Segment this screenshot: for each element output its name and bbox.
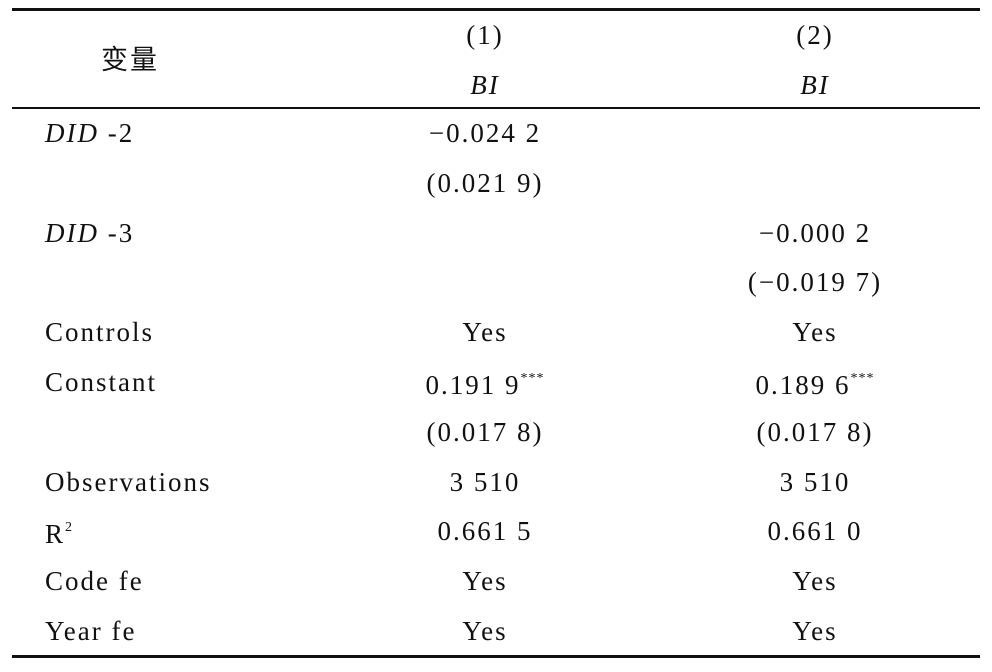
row-label: Code fe xyxy=(45,566,144,596)
cell-text: 0.661 0 xyxy=(767,516,863,547)
table-cell: Yes xyxy=(792,616,837,646)
column-number: (1) xyxy=(466,20,504,50)
cell-text: 3 510 xyxy=(779,466,851,497)
row-label: Year fe xyxy=(45,616,136,646)
table-cell: Yes xyxy=(792,566,837,596)
cell-text: Yes xyxy=(462,616,508,646)
cell-text: Observations xyxy=(45,466,212,497)
table-cell: (−0.019 7) xyxy=(748,267,882,297)
cell-text: (−0.019 7) xyxy=(747,267,883,298)
cell-text: -3 xyxy=(99,217,135,248)
bottom-rule xyxy=(12,655,980,658)
top-rule xyxy=(12,8,980,11)
cell-text: Yes xyxy=(792,317,838,348)
cell-text: -2 xyxy=(99,118,135,148)
cell-text: −0.000 2 xyxy=(758,217,872,248)
row-label: DID -2 xyxy=(45,118,134,148)
table-cell: Yes xyxy=(462,566,507,596)
row-label: R2 xyxy=(45,513,73,549)
superscript: *** xyxy=(850,371,875,386)
cell-text: 0.191 9 xyxy=(425,370,521,400)
table-cell: 0.661 5 xyxy=(438,516,533,546)
cell-text: Yes xyxy=(792,566,838,597)
table-cell: Yes xyxy=(792,317,837,347)
italic-text: DID xyxy=(45,118,99,148)
cell-text: Year fe xyxy=(45,616,137,646)
cell-text: Yes xyxy=(462,566,508,597)
table-cell: (0.017 8) xyxy=(427,417,544,447)
cell-text: 0.189 6 xyxy=(755,370,851,400)
row-label: Constant xyxy=(45,367,157,397)
header-label: 变量 xyxy=(101,45,159,75)
table-cell: 3 510 xyxy=(450,467,521,497)
column-number: (2) xyxy=(796,20,834,50)
table-cell: 3 510 xyxy=(780,467,851,497)
row-label: DID -3 xyxy=(45,218,134,248)
cell-text: (0.017 8) xyxy=(756,416,874,447)
cell-text: −0.024 2 xyxy=(428,118,542,148)
cell-text: Yes xyxy=(462,317,508,348)
table-cell: 0.661 0 xyxy=(768,516,863,546)
column-name: BI xyxy=(800,70,830,100)
table-cell: −0.000 2 xyxy=(759,218,871,248)
cell-text: Code fe xyxy=(45,566,144,597)
table-cell: (0.017 8) xyxy=(757,417,874,447)
cell-text: (0.017 8) xyxy=(426,416,544,447)
cell-text: Yes xyxy=(792,616,838,646)
row-label: Observations xyxy=(45,467,211,497)
header-rule xyxy=(12,107,980,109)
table-cell: (0.021 9) xyxy=(427,168,544,198)
superscript: 2 xyxy=(65,520,74,536)
column-name: BI xyxy=(470,70,500,100)
cell-text: Constant xyxy=(45,367,158,397)
italic-text: DID xyxy=(45,217,99,248)
row-label: Controls xyxy=(45,317,154,347)
table-cell: 0.189 6*** xyxy=(756,364,875,400)
table-cell: Yes xyxy=(462,317,507,347)
superscript: *** xyxy=(520,371,545,386)
cell-text: 3 510 xyxy=(449,466,521,497)
cell-text: Controls xyxy=(45,317,155,348)
table-cell: 0.191 9*** xyxy=(426,364,545,400)
cell-text: R xyxy=(45,519,66,550)
cell-text: 0.661 5 xyxy=(437,516,533,547)
cell-text: (0.021 9) xyxy=(426,167,544,198)
table-cell: Yes xyxy=(462,616,507,646)
table-cell: −0.024 2 xyxy=(429,118,541,148)
